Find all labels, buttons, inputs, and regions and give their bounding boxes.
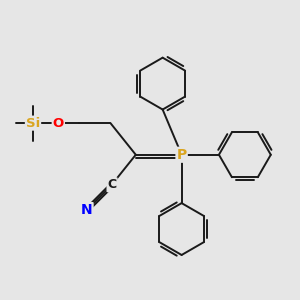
- Text: N: N: [81, 203, 93, 217]
- Text: P: P: [176, 148, 187, 162]
- Text: Si: Si: [26, 117, 40, 130]
- Text: O: O: [53, 117, 64, 130]
- Text: C: C: [107, 178, 117, 191]
